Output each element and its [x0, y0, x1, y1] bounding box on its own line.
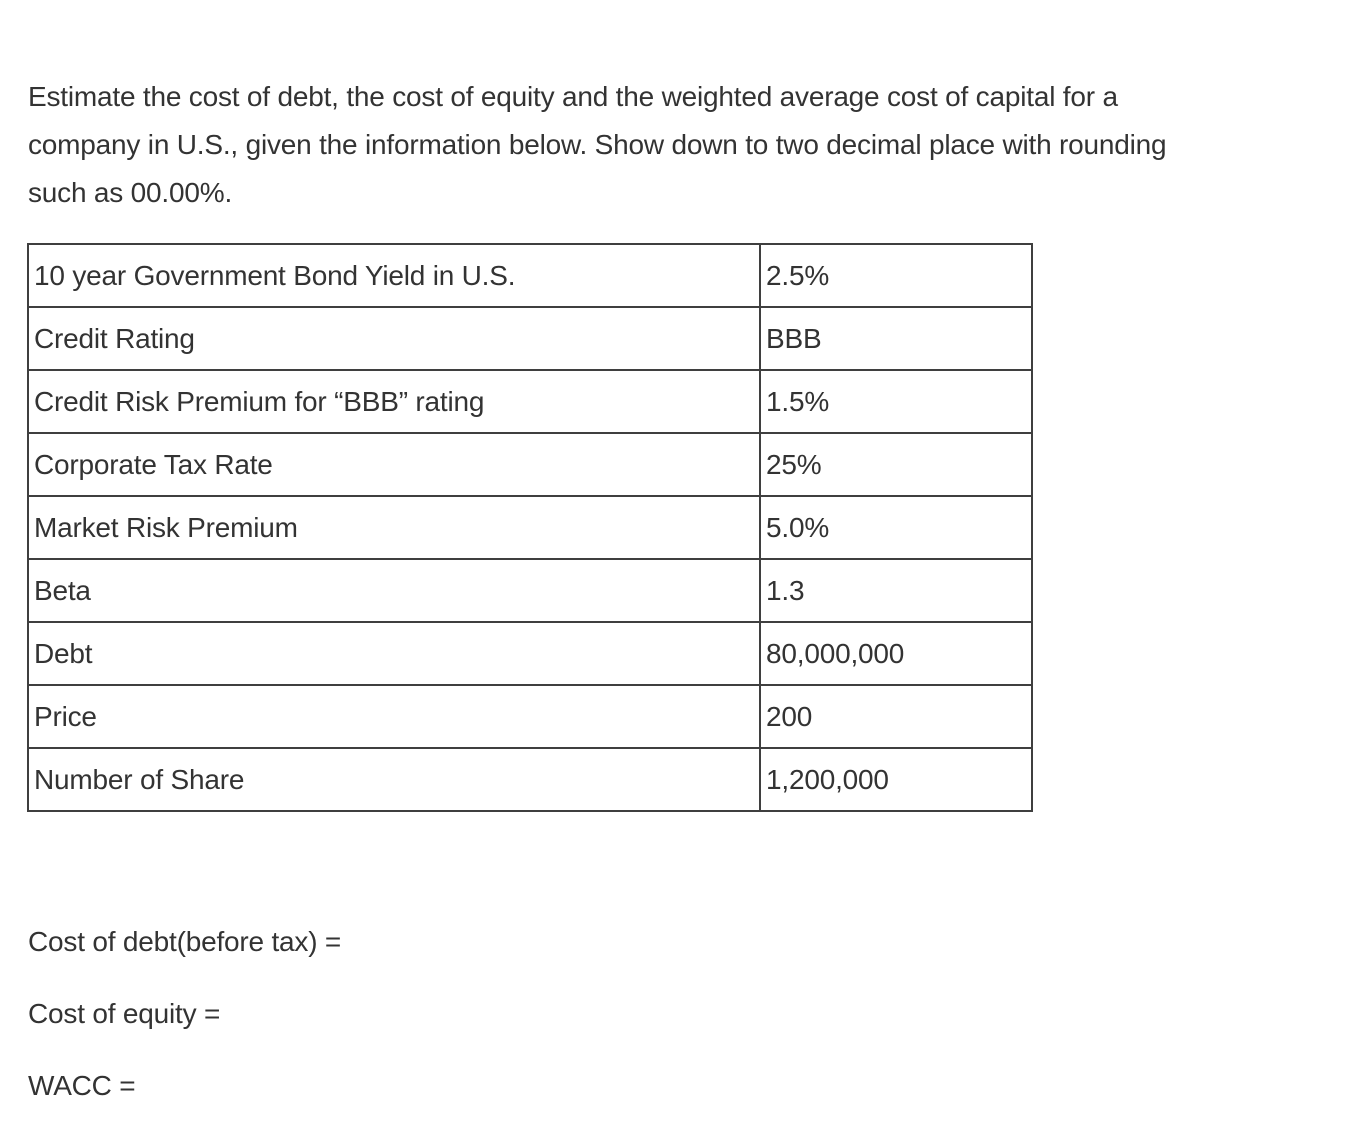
- table-row: 10 year Government Bond Yield in U.S. 2.5…: [27, 243, 1033, 308]
- question-line-2: company in U.S., given the information b…: [28, 129, 1167, 160]
- cost-of-equity-label: Cost of equity =: [28, 998, 221, 1029]
- row-value: 200: [759, 684, 1033, 749]
- row-label: Credit Risk Premium for “BBB” rating: [27, 369, 761, 434]
- table-row: Market Risk Premium 5.0%: [27, 495, 1033, 560]
- question-line-3: such as 00.00%.: [28, 177, 233, 208]
- table-row: Beta 1.3: [27, 558, 1033, 623]
- inputs-table: 10 year Government Bond Yield in U.S. 2.5…: [27, 243, 1033, 812]
- table-row: Credit Rating BBB: [27, 306, 1033, 371]
- wacc-label: WACC =: [28, 1070, 136, 1101]
- row-value: 1.3: [759, 558, 1033, 623]
- row-label: Beta: [27, 558, 761, 623]
- row-value: 25%: [759, 432, 1033, 497]
- row-label: Debt: [27, 621, 761, 686]
- row-value: 5.0%: [759, 495, 1033, 560]
- question-text: Estimate the cost of debt, the cost of e…: [28, 73, 1358, 217]
- table-row: Price 200: [27, 684, 1033, 749]
- row-value: 1,200,000: [759, 747, 1033, 812]
- row-label: Price: [27, 684, 761, 749]
- row-label: Credit Rating: [27, 306, 761, 371]
- row-label: 10 year Government Bond Yield in U.S.: [27, 243, 761, 308]
- row-label: Corporate Tax Rate: [27, 432, 761, 497]
- question-line-1: Estimate the cost of debt, the cost of e…: [28, 81, 1118, 112]
- row-value: 2.5%: [759, 243, 1033, 308]
- cost-of-debt-label: Cost of debt(before tax) =: [28, 926, 342, 957]
- row-label: Market Risk Premium: [27, 495, 761, 560]
- table-row: Number of Share 1,200,000: [27, 747, 1033, 812]
- row-label: Number of Share: [27, 747, 761, 812]
- table-row: Debt 80,000,000: [27, 621, 1033, 686]
- row-value: 1.5%: [759, 369, 1033, 434]
- table-row: Corporate Tax Rate 25%: [27, 432, 1033, 497]
- table-row: Credit Risk Premium for “BBB” rating 1.5%: [27, 369, 1033, 434]
- row-value: BBB: [759, 306, 1033, 371]
- row-value: 80,000,000: [759, 621, 1033, 686]
